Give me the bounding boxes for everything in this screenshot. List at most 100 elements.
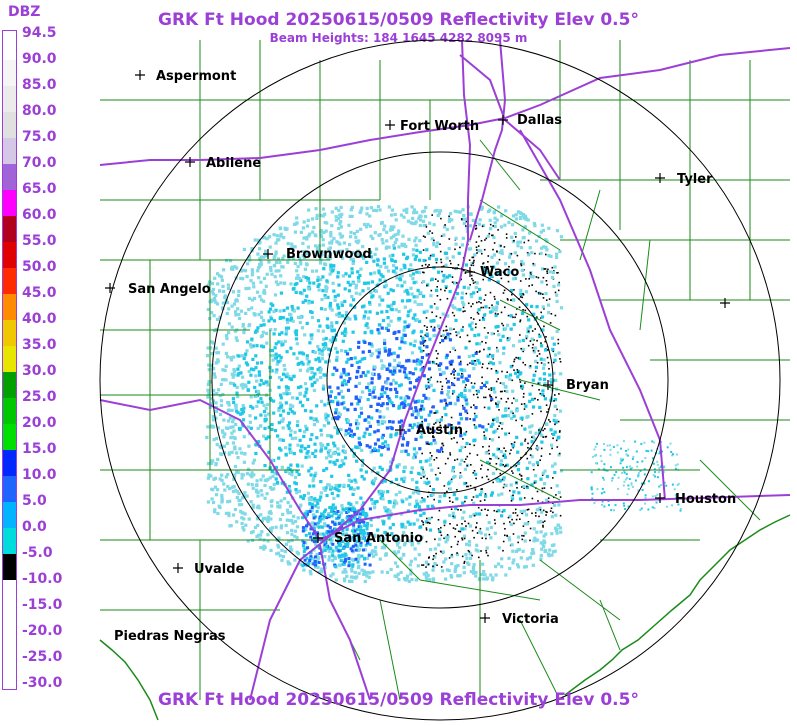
echo-pixel	[262, 547, 266, 551]
echo-pixel	[324, 229, 328, 233]
echo-pixel	[363, 562, 367, 566]
echo-pixel	[421, 264, 424, 267]
echo-pixel	[465, 441, 469, 446]
echo-pixel	[465, 485, 468, 488]
echo-pixel	[246, 425, 250, 429]
echo-pixel	[230, 431, 234, 435]
echo-pixel	[515, 435, 519, 439]
echo-pixel	[332, 511, 336, 515]
echo-pixel	[222, 451, 227, 455]
echo-pixel	[487, 406, 491, 410]
echo-pixel	[483, 406, 486, 409]
echo-pixel	[337, 452, 341, 456]
echo-pixel	[472, 393, 475, 396]
echo-pixel	[623, 469, 626, 472]
echo-pixel	[228, 524, 232, 528]
echo-pixel	[321, 214, 325, 218]
echo-pixel	[339, 205, 343, 209]
echo-pixel	[369, 518, 373, 522]
echo-pixel	[393, 502, 397, 506]
echo-pixel	[216, 388, 221, 392]
echo-pixel	[541, 471, 545, 475]
echo-pixel	[397, 384, 402, 388]
echo-pixel	[437, 528, 440, 530]
echo-pixel	[289, 318, 293, 322]
highway-i45	[519, 129, 666, 501]
echo-pixel	[314, 515, 318, 519]
echo-pixel	[389, 460, 393, 464]
echo-pixel	[279, 524, 284, 528]
echo-pixel	[478, 218, 482, 222]
echo-pixel	[536, 362, 539, 364]
echo-pixel	[503, 447, 505, 449]
echo-pixel	[386, 316, 390, 320]
echo-pixel	[451, 382, 455, 386]
echo-pixel	[503, 390, 506, 392]
echo-pixel	[256, 238, 261, 242]
echo-pixel	[639, 469, 642, 472]
echo-pixel	[508, 377, 512, 381]
echo-pixel	[335, 368, 339, 372]
echo-pixel	[647, 508, 650, 511]
echo-pixel	[366, 539, 369, 543]
echo-pixel	[428, 463, 432, 467]
echo-pixel	[432, 241, 436, 245]
echo-pixel	[434, 473, 437, 476]
echo-pixel	[252, 473, 256, 477]
echo-pixel	[242, 247, 246, 251]
echo-pixel	[553, 462, 557, 466]
echo-pixel	[336, 494, 340, 498]
echo-pixel	[254, 354, 258, 358]
echo-pixel	[332, 267, 336, 271]
echo-pixel	[257, 392, 261, 396]
echo-pixel	[294, 329, 299, 333]
echo-pixel	[462, 438, 464, 440]
echo-pixel	[391, 420, 395, 424]
echo-pixel	[500, 557, 504, 561]
echo-pixel	[334, 346, 338, 351]
echo-pixel	[333, 295, 337, 299]
echo-pixel	[323, 522, 327, 526]
echo-pixel	[455, 497, 459, 501]
echo-pixel	[527, 318, 531, 322]
echo-pixel	[269, 398, 273, 402]
echo-pixel	[412, 359, 416, 363]
echo-pixel	[223, 368, 227, 372]
echo-pixel	[283, 497, 287, 501]
echo-pixel	[519, 518, 521, 520]
echo-pixel	[226, 301, 230, 305]
echo-pixel	[317, 356, 321, 360]
echo-pixel	[551, 447, 553, 450]
echo-pixel	[520, 347, 522, 350]
echo-pixel	[380, 436, 384, 440]
echo-pixel	[332, 236, 336, 241]
echo-pixel	[276, 505, 280, 509]
echo-pixel	[531, 413, 534, 415]
echo-pixel	[228, 487, 232, 491]
echo-pixel	[206, 383, 210, 387]
echo-pixel	[286, 500, 290, 505]
echo-pixel	[242, 528, 246, 532]
echo-pixel	[484, 451, 488, 455]
echo-pixel	[257, 373, 262, 377]
echo-pixel	[290, 519, 294, 523]
echo-pixel	[280, 378, 284, 382]
echo-pixel	[413, 313, 417, 317]
echo-pixel	[266, 533, 270, 537]
echo-pixel	[368, 563, 372, 567]
echo-pixel	[536, 316, 538, 318]
echo-pixel	[395, 337, 399, 341]
echo-pixel	[429, 452, 432, 454]
echo-pixel	[431, 360, 434, 363]
echo-pixel	[431, 232, 434, 234]
echo-pixel	[291, 319, 295, 323]
echo-pixel	[404, 375, 408, 379]
echo-pixel	[254, 329, 258, 333]
echo-pixel	[249, 395, 253, 399]
echo-pixel	[674, 494, 677, 497]
echo-pixel	[270, 458, 274, 462]
echo-pixel	[280, 331, 284, 335]
echo-pixel	[378, 208, 382, 212]
echo-pixel	[412, 295, 416, 299]
echo-pixel	[259, 513, 263, 517]
